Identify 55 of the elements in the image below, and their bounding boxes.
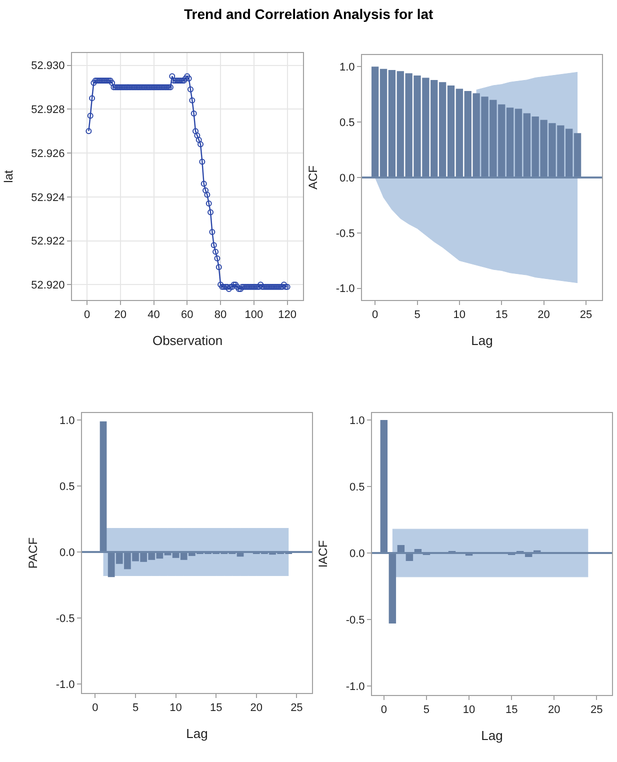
x-tick-label: 20: [548, 704, 560, 716]
x-tick-label: 5: [414, 309, 420, 322]
x-tick-label: 0: [84, 309, 90, 322]
y-axis-title: PACF: [26, 537, 40, 569]
y-tick-label: -0.5: [346, 614, 365, 626]
y-axis-title: ACF: [306, 166, 320, 190]
x-axis-title: Lag: [481, 728, 503, 743]
x-tick-label: 15: [505, 704, 518, 716]
y-tick-label: 0.5: [60, 480, 75, 493]
y-axis-title: lat: [1, 170, 16, 183]
y-tick-label: -1.0: [56, 678, 75, 691]
x-tick-label: 10: [453, 309, 466, 322]
y-tick-label: 52.930: [31, 60, 65, 72]
x-tick-label: 0: [92, 702, 98, 714]
y-tick-label: 52.924: [31, 192, 65, 204]
x-tick-label: 10: [170, 702, 182, 714]
x-tick-label: 0: [372, 309, 378, 322]
x-axis-title: Lag: [186, 726, 208, 741]
x-tick-label: 15: [210, 702, 222, 714]
x-tick-label: 25: [580, 309, 592, 322]
y-tick-label: 0.5: [340, 116, 355, 129]
x-tick-label: 120: [278, 309, 296, 322]
y-tick-label: 52.926: [31, 148, 65, 160]
x-tick-label: 80: [214, 309, 227, 322]
y-tick-label: 1.0: [340, 61, 355, 74]
y-tick-label: 0.0: [350, 548, 365, 560]
y-axis-title: IACF: [316, 540, 330, 568]
x-tick-label: 25: [590, 704, 603, 716]
x-tick-label: 5: [423, 704, 430, 716]
x-tick-label: 5: [132, 702, 139, 714]
y-tick-label: 1.0: [60, 414, 75, 427]
x-tick-label: 40: [148, 309, 160, 322]
y-tick-label: 1.0: [350, 414, 365, 427]
x-tick-label: 20: [538, 309, 550, 322]
x-tick-label: 15: [495, 309, 508, 322]
x-tick-label: 10: [462, 704, 476, 716]
y-tick-label: 0.0: [340, 172, 355, 184]
x-tick-label: 20: [250, 702, 263, 714]
x-axis-title: Lag: [471, 332, 493, 348]
y-tick-label: 52.928: [31, 104, 65, 116]
y-tick-label: -0.5: [56, 612, 75, 625]
x-tick-label: 60: [181, 309, 194, 322]
y-tick-label: 0.0: [60, 546, 75, 559]
y-tick-label: 0.5: [350, 481, 365, 494]
x-tick-label: 25: [290, 702, 303, 714]
x-tick-label: 100: [244, 309, 264, 322]
y-tick-label: -1.0: [336, 283, 355, 296]
y-tick-label: -1.0: [346, 680, 365, 693]
y-tick-label: 52.922: [31, 236, 65, 248]
y-tick-label: 52.920: [31, 279, 65, 292]
y-tick-label: -0.5: [336, 228, 355, 240]
x-tick-label: 0: [380, 704, 387, 716]
x-axis-title: Observation: [152, 332, 223, 348]
chart-title: Trend and Correlation Analysis for lat: [184, 6, 434, 22]
x-tick-label: 20: [114, 309, 127, 322]
